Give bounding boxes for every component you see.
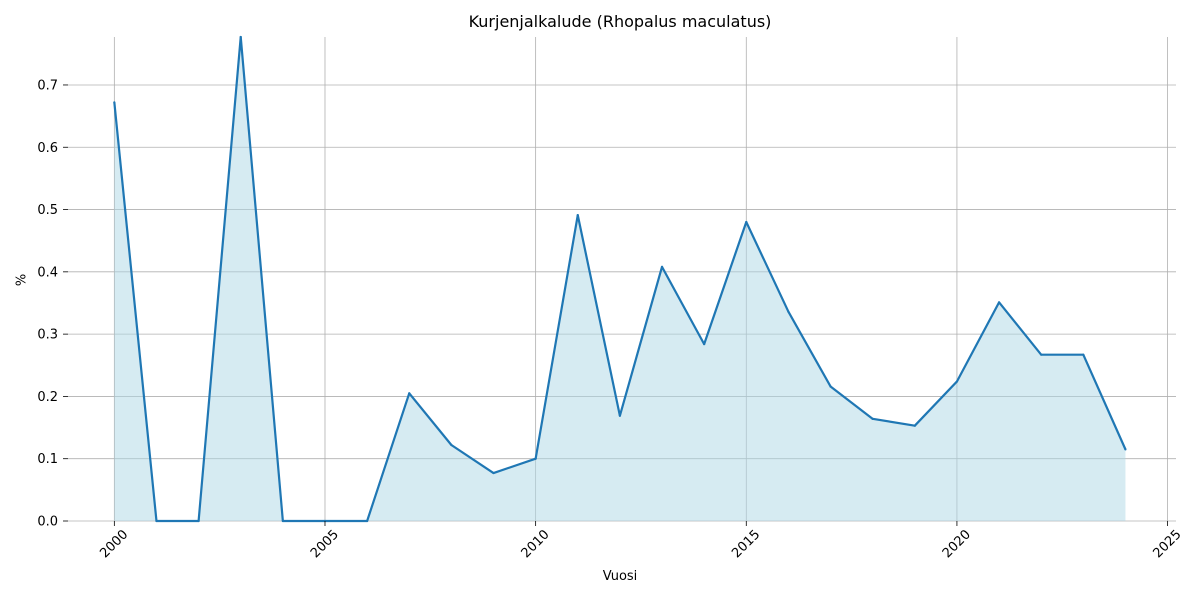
x-tick-label: 2025 [1151,527,1185,561]
x-tick-label: 2005 [308,527,342,561]
y-tick-label: 0.0 [37,515,58,530]
area-fill [114,37,1126,521]
y-axis-label: % [14,273,30,287]
data-point [745,220,748,224]
data-point [787,310,790,313]
y-tick-label: 0.5 [37,203,58,218]
y-tick-label: 0.4 [37,265,58,280]
data-point [197,519,200,523]
data-point [871,417,874,420]
x-tick-label: 2020 [940,527,974,561]
data-point [450,443,453,447]
x-tick-label: 2010 [519,527,553,561]
data-point [492,471,495,475]
x-tick-label: 2000 [97,527,131,561]
y-tick-label: 0.7 [37,78,58,93]
data-point [113,101,116,104]
data-point [1082,353,1085,356]
y-tick-label: 0.3 [37,328,58,343]
x-axis-label: Vuosi [602,569,638,584]
data-point [913,424,916,427]
data-point [955,380,959,383]
data-point [829,385,832,388]
data-point [534,457,537,460]
chart-title: Kurjenjalkalude (Rhopalus maculatus) [468,12,772,31]
data-point [281,519,284,523]
data-point [703,342,706,346]
data-point [1040,353,1043,356]
data-point [366,519,369,523]
x-tick-label: 2015 [729,527,763,561]
data-point [618,414,621,417]
data-point [997,301,1001,304]
data-point [576,214,579,217]
y-tick-label: 0.2 [37,390,58,405]
y-tick-label: 0.6 [37,141,58,156]
data-point [155,519,158,523]
y-tick-label: 0.1 [37,452,58,467]
data-point [1124,448,1127,451]
data-point [239,35,242,39]
data-point [660,265,664,268]
data-point [408,392,411,395]
